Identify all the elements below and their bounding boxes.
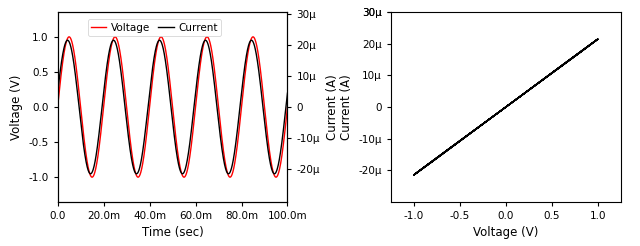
- Line: Current: Current: [58, 40, 287, 174]
- Y-axis label: Current (A): Current (A): [340, 74, 353, 140]
- Current: [152, 47, 159, 50]
- Voltage: [152, 53, 159, 56]
- Current: [64, 39, 72, 42]
- Current: [284, 92, 291, 95]
- Current: [54, 92, 61, 95]
- Voltage: [54, 106, 61, 108]
- Line: Voltage: Voltage: [58, 37, 287, 177]
- Current: [142, 125, 150, 128]
- Voltage: [284, 106, 291, 108]
- Voltage: [93, 157, 101, 160]
- Current: [80, 147, 88, 150]
- Y-axis label: Current (A): Current (A): [326, 74, 339, 140]
- X-axis label: Time (sec): Time (sec): [141, 226, 204, 239]
- Voltage: [65, 35, 73, 38]
- Current: [255, 66, 262, 69]
- Current: [93, 144, 101, 147]
- Current: [279, 131, 287, 134]
- Voltage: [142, 140, 150, 143]
- Voltage: [80, 136, 88, 139]
- Voltage: [272, 176, 280, 179]
- X-axis label: Voltage (V): Voltage (V): [473, 226, 538, 239]
- Y-axis label: Voltage (V): Voltage (V): [10, 74, 23, 140]
- Voltage: [279, 145, 287, 148]
- Legend: Voltage, Current: Voltage, Current: [88, 19, 221, 36]
- Current: [271, 172, 278, 175]
- Voltage: [255, 53, 262, 56]
